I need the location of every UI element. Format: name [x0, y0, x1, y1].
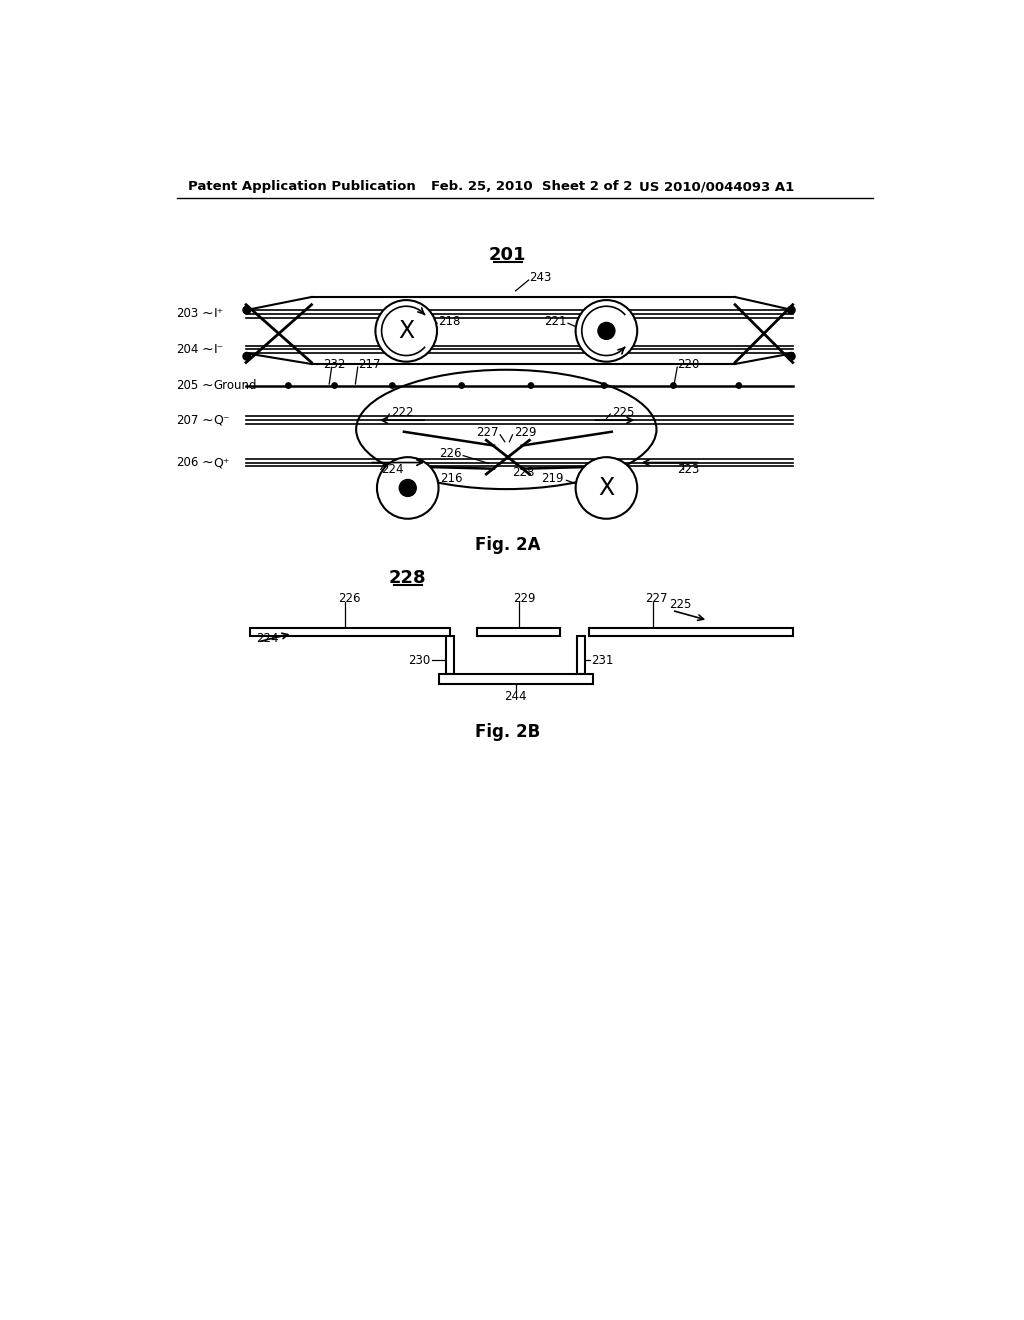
Text: 216: 216: [440, 473, 463, 486]
Bar: [477, 628, 560, 636]
Text: 229: 229: [514, 426, 537, 440]
Text: Q⁺: Q⁺: [214, 455, 230, 469]
Text: 221: 221: [544, 315, 566, 329]
Text: US 2010/0044093 A1: US 2010/0044093 A1: [639, 181, 794, 194]
Circle shape: [601, 383, 607, 388]
Text: 226: 226: [439, 446, 462, 459]
Circle shape: [390, 383, 395, 388]
Text: Q⁻: Q⁻: [214, 413, 230, 426]
Bar: [438, 675, 593, 684]
Text: 218: 218: [438, 315, 461, 329]
Text: 227: 227: [476, 426, 499, 440]
Text: 219: 219: [542, 473, 564, 486]
Circle shape: [575, 457, 637, 519]
Circle shape: [671, 383, 676, 388]
Text: 225: 225: [670, 598, 692, 611]
Bar: [250, 628, 451, 636]
Circle shape: [787, 306, 795, 314]
Text: Patent Application Publication: Patent Application Publication: [188, 181, 416, 194]
Text: 220: 220: [677, 358, 699, 371]
Text: 223: 223: [677, 463, 699, 477]
Text: I⁻: I⁻: [214, 343, 224, 356]
Text: 243: 243: [529, 271, 552, 284]
Text: 207: 207: [176, 413, 199, 426]
Circle shape: [598, 322, 614, 339]
Bar: [578, 636, 585, 675]
Text: X: X: [398, 319, 415, 343]
Circle shape: [377, 457, 438, 519]
Text: ~: ~: [202, 379, 213, 392]
Text: 227: 227: [645, 593, 668, 606]
Circle shape: [332, 383, 337, 388]
Text: 228: 228: [389, 569, 427, 587]
Circle shape: [528, 383, 534, 388]
Circle shape: [787, 352, 795, 360]
Circle shape: [243, 306, 251, 314]
Text: 224: 224: [381, 463, 403, 477]
Text: 217: 217: [357, 358, 380, 371]
Text: 226: 226: [339, 593, 361, 606]
Text: Fig. 2A: Fig. 2A: [475, 536, 541, 554]
Circle shape: [459, 383, 464, 388]
Text: 244: 244: [504, 689, 526, 702]
Text: 206: 206: [176, 455, 199, 469]
Text: 204: 204: [176, 343, 199, 356]
Text: 205: 205: [176, 379, 199, 392]
Circle shape: [736, 383, 741, 388]
Circle shape: [376, 300, 437, 362]
Circle shape: [575, 300, 637, 362]
Text: ~: ~: [202, 308, 213, 321]
Text: 225: 225: [611, 407, 634, 418]
Bar: [446, 636, 454, 675]
Text: 201: 201: [489, 246, 526, 264]
Text: ~: ~: [202, 342, 213, 356]
Text: 230: 230: [409, 653, 431, 667]
Text: Ground: Ground: [214, 379, 257, 392]
Text: 222: 222: [391, 407, 414, 418]
Text: Fig. 2B: Fig. 2B: [475, 723, 541, 741]
Bar: [589, 628, 793, 636]
Text: 232: 232: [323, 358, 345, 371]
Text: I⁺: I⁺: [214, 308, 224, 321]
Circle shape: [243, 352, 251, 360]
Text: 231: 231: [591, 653, 613, 667]
Text: 203: 203: [176, 308, 199, 321]
Text: ~: ~: [202, 413, 213, 428]
Text: 224: 224: [256, 632, 279, 645]
Text: ~: ~: [202, 455, 213, 470]
Text: X: X: [598, 477, 614, 500]
Text: 228: 228: [512, 466, 535, 479]
Circle shape: [399, 479, 416, 496]
Text: Feb. 25, 2010  Sheet 2 of 2: Feb. 25, 2010 Sheet 2 of 2: [431, 181, 632, 194]
Circle shape: [286, 383, 291, 388]
Text: 229: 229: [513, 593, 536, 606]
